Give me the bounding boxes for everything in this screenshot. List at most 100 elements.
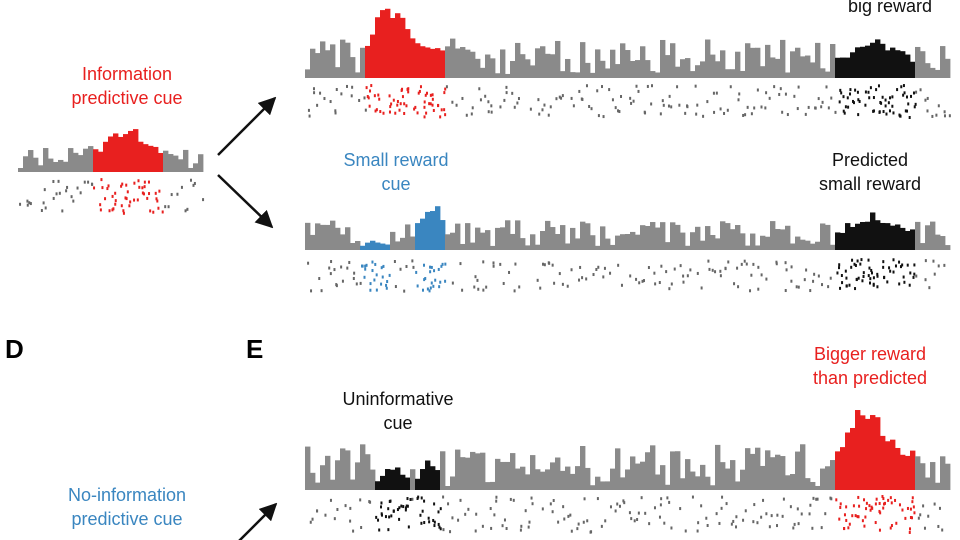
spike — [128, 204, 131, 208]
bin — [885, 441, 891, 490]
label: predictive cue — [71, 88, 182, 108]
bin — [103, 141, 109, 172]
spike — [913, 272, 916, 276]
spike — [736, 266, 739, 270]
spike — [513, 105, 516, 109]
bin — [905, 455, 911, 490]
spike — [659, 112, 662, 116]
spike — [359, 281, 362, 285]
bin — [510, 60, 516, 78]
spike — [906, 506, 909, 510]
spike — [333, 517, 336, 521]
bin — [890, 47, 896, 78]
spike — [840, 274, 843, 278]
spike — [718, 521, 721, 525]
spike — [679, 264, 682, 268]
bin — [760, 66, 766, 78]
spike — [653, 506, 656, 510]
spike — [860, 258, 863, 262]
spike — [111, 194, 114, 198]
spike — [737, 285, 740, 289]
label: Predicted — [832, 150, 908, 170]
spike — [746, 105, 749, 109]
bin — [570, 473, 576, 490]
spike — [415, 270, 418, 274]
spike — [872, 276, 875, 280]
bin — [535, 244, 541, 250]
bin — [510, 233, 516, 250]
spike — [602, 115, 605, 119]
spike — [443, 108, 446, 112]
bin — [695, 65, 701, 78]
spike — [464, 512, 467, 516]
spike — [753, 106, 756, 110]
spike — [879, 511, 882, 515]
bin — [590, 235, 596, 250]
spike — [743, 259, 746, 263]
spike — [868, 266, 871, 270]
spike — [329, 498, 332, 502]
bin — [415, 478, 421, 490]
bin — [780, 39, 786, 78]
spike — [125, 197, 128, 201]
spike — [665, 270, 668, 274]
spike — [670, 282, 673, 286]
bin — [525, 245, 531, 250]
spike — [630, 517, 633, 521]
spike — [407, 90, 410, 94]
spike — [455, 103, 458, 107]
bin — [925, 225, 931, 250]
spike — [406, 87, 409, 91]
bin — [655, 474, 661, 490]
bin — [865, 418, 871, 490]
spike — [869, 281, 872, 285]
bin — [910, 450, 916, 490]
spike — [474, 529, 477, 533]
spike — [307, 108, 310, 112]
bin — [805, 478, 811, 490]
spike — [26, 203, 29, 207]
bin — [645, 60, 651, 78]
bin — [355, 72, 361, 78]
spike — [881, 495, 884, 499]
spike — [427, 516, 430, 520]
spike — [820, 526, 823, 530]
bin — [795, 47, 801, 78]
spike — [581, 276, 584, 280]
spike — [851, 258, 854, 262]
bin — [710, 235, 716, 250]
spike — [776, 524, 779, 528]
spike — [19, 202, 22, 206]
bin — [845, 57, 851, 78]
spike — [781, 514, 784, 518]
spike — [439, 507, 442, 511]
spike — [861, 519, 864, 523]
bin — [565, 58, 571, 78]
bin — [820, 68, 826, 78]
spike — [706, 524, 709, 528]
bin — [695, 226, 701, 250]
bin — [880, 435, 886, 490]
spike — [775, 260, 778, 264]
spike — [344, 504, 347, 508]
bin — [730, 460, 736, 490]
spike — [711, 268, 714, 272]
bin — [855, 223, 861, 250]
spike — [843, 111, 846, 115]
spike — [765, 277, 768, 281]
spike — [192, 183, 195, 187]
spike — [531, 502, 534, 506]
spike — [750, 112, 753, 116]
spike — [439, 280, 442, 284]
bin — [575, 72, 581, 78]
spike — [811, 526, 814, 530]
spike — [330, 260, 333, 264]
spike — [319, 91, 322, 95]
bin — [585, 467, 591, 490]
bin — [410, 236, 416, 250]
spike — [541, 507, 544, 511]
bin — [450, 476, 456, 490]
spike — [813, 272, 816, 276]
spike — [541, 108, 544, 112]
bin — [395, 13, 401, 79]
